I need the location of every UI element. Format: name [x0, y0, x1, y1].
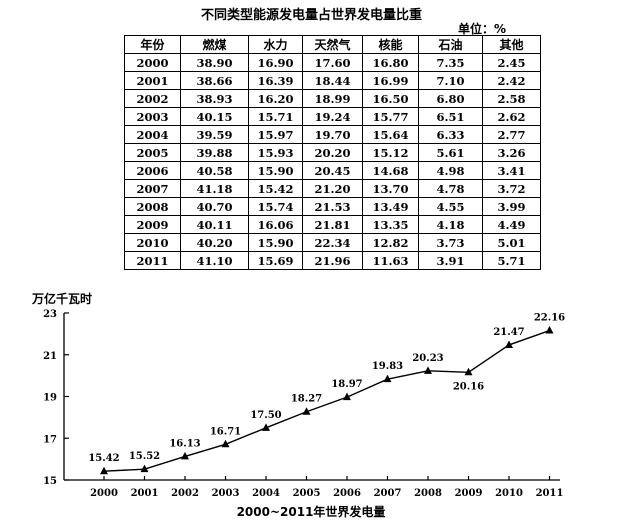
- y-tick-label: 19: [43, 393, 57, 404]
- table-cell: 16.50: [362, 89, 419, 108]
- table-cell: 5.01: [482, 233, 541, 252]
- y-tick-label: 21: [43, 351, 57, 362]
- series-line: [103, 329, 550, 472]
- y-axis-label: 万亿千瓦时: [31, 291, 92, 306]
- table-cell: 21.20: [302, 179, 363, 198]
- table-cell: 2001: [124, 71, 181, 90]
- table-cell: 2005: [124, 143, 181, 162]
- energy-share-table: 年份 燃煤 水力 天然气 核能 石油 其他 2000 38.90 16.90 17.60 16.80…: [124, 35, 541, 270]
- data-label: 19.83: [372, 361, 403, 372]
- data-label: 17.50: [250, 410, 281, 421]
- data-point-marker: [262, 423, 270, 431]
- table-cell: 19.70: [302, 125, 363, 144]
- table-cell: 15.12: [362, 143, 419, 162]
- data-label: 16.71: [210, 426, 241, 437]
- x-tick-label: 2007: [374, 488, 402, 499]
- table-row: 2003 40.15 15.71 19.24 15.77 6.51 2.62: [124, 107, 541, 126]
- data-point-marker: [383, 374, 392, 383]
- table-cell: 38.90: [180, 53, 249, 72]
- table-cell: 2008: [124, 197, 181, 216]
- table-cell: 2.62: [482, 107, 541, 126]
- data-label: 15.52: [129, 451, 160, 462]
- table-cell: 16.20: [248, 89, 303, 108]
- data-point-marker: [545, 326, 554, 334]
- x-tick-label: 2005: [293, 488, 321, 499]
- data-label: 21.47: [493, 327, 524, 338]
- table-row: 2011 41.10 15.69 21.96 11.63 3.91 5.71: [124, 251, 541, 270]
- table-title: 不同类型能源发电量占世界发电量比重: [200, 8, 422, 23]
- x-tick-label: 2009: [455, 488, 483, 499]
- data-label: 18.27: [291, 394, 322, 405]
- data-point-marker: [505, 340, 513, 348]
- table-cell: 5.71: [482, 251, 541, 270]
- table-cell: 4.55: [418, 197, 483, 216]
- series-markers: [100, 326, 554, 475]
- data-label: 16.13: [169, 438, 200, 449]
- data-point-marker: [181, 451, 189, 460]
- x-tick-label: 2000: [90, 488, 118, 499]
- table-cell: 15.71: [248, 107, 303, 126]
- data-point-marker: [100, 466, 108, 475]
- y-tick-label: 23: [43, 309, 57, 320]
- y-tick-label: 15: [43, 476, 57, 487]
- table-cell: 16.06: [248, 215, 303, 234]
- x-ticks: 2000 2001 2002 2003 2004 2005 2006 2007 2008 2009…: [90, 476, 563, 499]
- table-cell: 3.72: [482, 179, 541, 198]
- table-cell: 41.10: [180, 251, 249, 270]
- data-point-marker: [343, 392, 351, 401]
- unit-label: 单位：%: [458, 22, 507, 36]
- table-cell: 3.99: [482, 197, 541, 216]
- data-label: 18.97: [331, 379, 362, 390]
- data-point-marker: [221, 439, 230, 448]
- data-label: 20.23: [412, 353, 443, 364]
- x-tick-label: 2010: [495, 488, 523, 499]
- table-cell: 22.34: [302, 233, 363, 252]
- table-cell: 15.69: [248, 251, 303, 270]
- data-point-marker: [140, 464, 149, 473]
- table-body: 2000 38.90 16.90 17.60 16.80 7.35 2.45 2001 38.6…: [124, 53, 541, 270]
- data-label: 20.16: [453, 381, 484, 392]
- table-cell: 38.66: [180, 71, 249, 90]
- table-cell: 13.49: [362, 197, 419, 216]
- table-cell: 18.99: [302, 89, 363, 108]
- table-cell: 15.97: [248, 125, 303, 144]
- table-cell: 16.39: [248, 71, 303, 90]
- x-tick-label: 2008: [414, 488, 442, 499]
- x-tick-label: 2001: [131, 488, 159, 499]
- table-row: 2008 40.70 15.74 21.53 13.49 4.55 3.99: [124, 197, 541, 216]
- data-label: 15.42: [88, 453, 119, 464]
- table-cell: 13.35: [362, 215, 419, 234]
- table-cell: 2011: [124, 251, 181, 270]
- y-tick-label: 17: [43, 434, 57, 445]
- data-point-marker: [464, 367, 473, 376]
- chart-title: 2000~2011年世界发电量: [237, 504, 386, 519]
- y-ticks: 15 17 19 21 23: [43, 309, 69, 487]
- data-labels: 15.42 15.52 16.13 16.71 17.50 18.27 18.97 19.83…: [88, 313, 565, 465]
- table-cell: 2007: [124, 179, 181, 198]
- x-tick-label: 2006: [333, 488, 361, 499]
- table-row: 2002 38.93 16.20 18.99 16.50 6.80 2.58: [124, 89, 541, 108]
- table-cell: 2010: [124, 233, 181, 252]
- table-cell: 2.58: [482, 89, 541, 108]
- table-cell: 15.42: [248, 179, 303, 198]
- data-label: 22.16: [534, 313, 565, 324]
- data-point-marker: [302, 407, 311, 415]
- x-tick-label: 2002: [171, 488, 199, 499]
- table-row: 2004 39.59 15.97 19.70 15.64 6.33 2.77: [124, 125, 541, 144]
- x-tick-label: 2004: [252, 488, 280, 499]
- table-cell: 3.91: [418, 251, 483, 270]
- table-cell: 38.93: [180, 89, 249, 108]
- x-tick-label: 2003: [212, 488, 240, 499]
- table-cell: 40.15: [180, 107, 249, 126]
- x-tick-label: 2011: [536, 488, 564, 499]
- table-cell: 2004: [124, 125, 181, 144]
- table-cell: 21.96: [302, 251, 363, 270]
- table-row: 2007 41.18 15.42 21.20 13.70 4.78 3.72: [124, 179, 541, 198]
- table-cell: 2000: [124, 53, 181, 72]
- data-point-marker: [424, 366, 432, 374]
- table-cell: 11.63: [362, 251, 419, 270]
